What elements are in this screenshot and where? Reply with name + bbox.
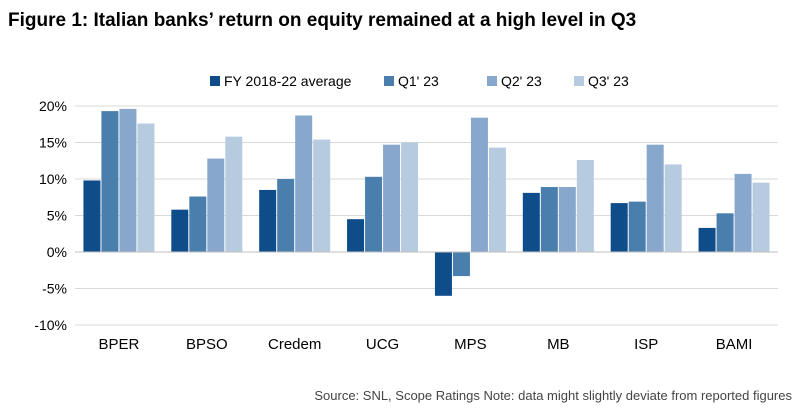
bar [137, 123, 155, 253]
x-tick-label: ISP [634, 336, 658, 353]
y-tick-label: 15% [39, 135, 67, 151]
x-tick-label: BPSO [186, 336, 228, 353]
bar [207, 158, 225, 252]
y-tick-label: -5% [42, 281, 67, 297]
bar [119, 108, 137, 252]
bar [522, 192, 540, 252]
y-tick-label: 10% [39, 171, 67, 187]
bar [576, 160, 594, 252]
legend-label: FY 2018-22 average [224, 73, 352, 89]
bar [540, 187, 558, 252]
y-tick-label: 5% [47, 208, 67, 224]
legend-label: Q1' 23 [398, 73, 439, 89]
x-tick-label: MB [547, 336, 570, 353]
bar [295, 115, 313, 253]
source-note: Source: SNL, Scope Ratings Note: data mi… [314, 388, 792, 403]
bar [488, 147, 506, 252]
legend-label: Q3' 23 [588, 73, 629, 89]
bar [716, 213, 734, 252]
legend-swatch [574, 76, 584, 86]
chart-title: Figure 1: Italian banks’ return on equit… [8, 10, 637, 31]
y-tick-label: -10% [34, 317, 67, 333]
bar [401, 142, 419, 252]
bar [628, 201, 646, 252]
bar [171, 209, 189, 252]
bar [347, 219, 365, 252]
legend-swatch [487, 76, 497, 86]
y-tick-label: 20% [39, 98, 67, 114]
y-tick-label: 0% [47, 244, 67, 260]
bar [101, 111, 119, 252]
bar [734, 173, 752, 252]
legend-swatch [384, 76, 394, 86]
bar [610, 203, 628, 252]
x-tick-label: UCG [366, 336, 399, 353]
bar [259, 189, 277, 252]
x-tick-label: MPS [454, 336, 487, 353]
legend-label: Q2' 23 [501, 73, 542, 89]
bar [313, 139, 331, 252]
bar [83, 180, 101, 252]
bar [365, 176, 383, 252]
x-tick-label: BPER [99, 336, 140, 353]
bar [383, 144, 401, 252]
bar [646, 144, 664, 252]
x-tick-label: Credem [268, 336, 321, 353]
bar [277, 179, 295, 252]
bar [698, 227, 716, 252]
bar [189, 196, 207, 252]
bar [225, 136, 243, 252]
bar [434, 252, 452, 296]
x-tick-label: BAMI [716, 336, 753, 353]
bar [558, 187, 576, 252]
legend-swatch [210, 76, 220, 86]
bar [752, 182, 770, 252]
bar [664, 164, 682, 252]
bar [470, 117, 488, 253]
bar [452, 252, 470, 277]
